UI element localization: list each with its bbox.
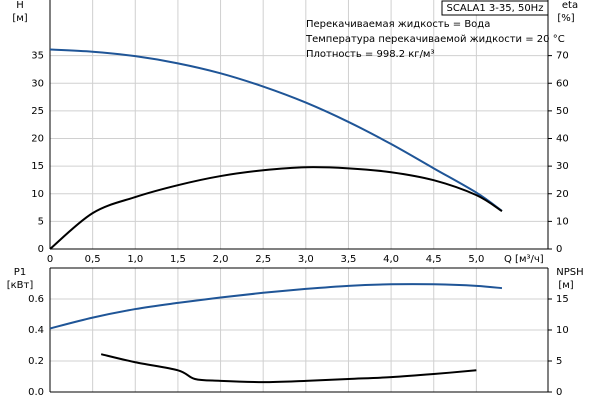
x-axis-label: Q [м³/ч] (504, 254, 544, 265)
y2-axis-unit: [м] (558, 280, 573, 291)
x-tick-label: 4,0 (383, 254, 399, 265)
y2-tick-label: 0 (556, 387, 562, 398)
y2-tick-label: 10 (556, 216, 569, 227)
y2-tick-label: 70 (556, 51, 569, 62)
y2-axis-unit: [%] (557, 13, 574, 24)
x-tick-label: 4,5 (426, 254, 442, 265)
x-tick-label: 5,0 (468, 254, 484, 265)
title-box (441, 0, 549, 16)
y-tick-label: 20 (31, 134, 44, 145)
y2-tick-label: 10 (556, 325, 569, 336)
y2-tick-label: 5 (556, 356, 562, 367)
y-tick-label: 35 (31, 51, 44, 62)
annotation: Температура перекачиваемой жидкости = 20… (305, 34, 565, 45)
y-tick-label: 0 (38, 244, 44, 255)
y2-tick-label: 20 (556, 189, 569, 200)
y2-axis-label: eta (562, 0, 578, 11)
y2-tick-label: 60 (556, 78, 569, 89)
y-tick-label: 10 (31, 189, 44, 200)
chart-title: SCALA1 3-35, 50Hz (447, 3, 544, 14)
y-tick-label: 25 (31, 106, 44, 117)
y-axis-unit: [кВт] (7, 280, 34, 291)
annotation: Перекачиваемая жидкость = Вода (306, 19, 490, 30)
y-axis-unit: [м] (12, 13, 27, 24)
y2-tick-label: 30 (556, 161, 569, 172)
x-tick-label: 1,0 (127, 254, 143, 265)
y-axis-label: P1 (14, 267, 26, 278)
curve-npsh (100, 353, 477, 384)
y-tick-label: 0.0 (28, 387, 44, 398)
curve-h (49, 48, 503, 212)
curve-p1 (49, 283, 503, 330)
y-tick-label: 0.4 (28, 325, 44, 336)
y2-tick-label: 15 (556, 294, 569, 305)
x-tick-label: 0 (47, 254, 53, 265)
x-tick-label: 3,5 (341, 254, 357, 265)
y-tick-label: 15 (31, 161, 44, 172)
y-axis-label: H (16, 0, 24, 11)
x-tick-label: 1,5 (170, 254, 186, 265)
curve-eta (49, 166, 503, 250)
x-tick-label: 2,0 (213, 254, 229, 265)
y2-tick-label: 0 (556, 244, 562, 255)
y2-axis-label: NPSH (556, 267, 583, 278)
y2-tick-label: 50 (556, 106, 569, 117)
y-tick-label: 0.6 (28, 294, 44, 305)
annotation: Плотность = 998.2 кг/м³ (306, 49, 435, 60)
y2-tick-label: 40 (556, 134, 569, 145)
x-tick-label: 0,5 (85, 254, 101, 265)
x-tick-label: 2,5 (255, 254, 271, 265)
y-tick-label: 30 (31, 78, 44, 89)
y-tick-label: 5 (38, 216, 44, 227)
x-tick-label: 3,0 (298, 254, 314, 265)
y-tick-label: 0.2 (28, 356, 44, 367)
